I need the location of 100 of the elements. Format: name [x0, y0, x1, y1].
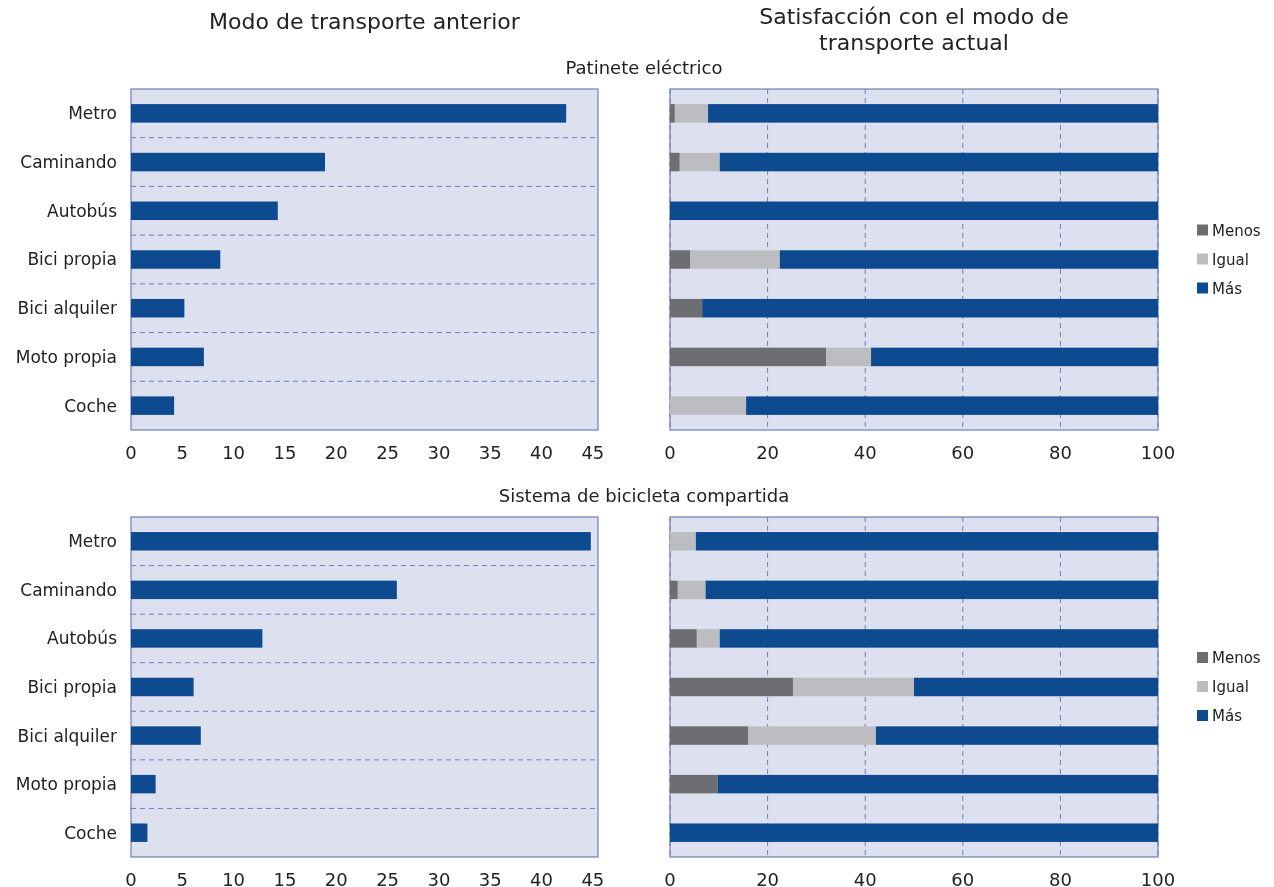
bar [670, 726, 749, 745]
x-tick-label: 25 [376, 442, 400, 463]
bar [875, 726, 1158, 745]
bar [717, 774, 1158, 794]
x-tick-label: 20 [756, 869, 780, 887]
bar [670, 347, 827, 367]
x-tick-label: 10 [222, 442, 246, 463]
text: Sistema de bicicleta compartida [498, 485, 790, 506]
bar [131, 298, 185, 318]
bar [131, 677, 194, 697]
legend-label: Menos [1212, 649, 1261, 668]
bar [670, 298, 703, 318]
bar [670, 823, 1158, 842]
bar [826, 347, 872, 367]
bar [131, 347, 204, 367]
x-tick-label: 60 [951, 442, 975, 463]
bar [696, 629, 720, 648]
y-tick-label: Metro [68, 531, 117, 552]
bar [670, 152, 680, 172]
bar [670, 677, 793, 697]
x-tick-label: 15 [273, 869, 297, 887]
x-tick-label: 30 [427, 869, 451, 887]
bar [670, 104, 675, 123]
x-tick-label: 80 [1048, 869, 1072, 887]
x-tick-label: 0 [125, 869, 137, 887]
bar [131, 104, 567, 123]
bar [746, 396, 1158, 415]
bar [871, 347, 1158, 367]
legend-label: Igual [1212, 678, 1249, 697]
x-tick-label: 100 [1140, 869, 1176, 887]
bar [679, 152, 720, 172]
bar [131, 629, 263, 648]
x-tick-label: 40 [853, 869, 877, 887]
x-tick-label: 60 [951, 869, 975, 887]
y-tick-label: Coche [64, 395, 117, 416]
bar [705, 580, 1158, 600]
x-tick-label: 0 [664, 869, 676, 887]
legend-label: Más [1212, 279, 1243, 298]
x-tick-label: 5 [176, 869, 189, 887]
bar [674, 104, 709, 123]
x-tick-label: 45 [581, 869, 605, 887]
x-tick-label: 40 [530, 869, 553, 887]
bar [131, 823, 148, 842]
y-tick-label: Moto propia [15, 774, 117, 795]
bar [670, 201, 1158, 221]
y-tick-label: Autobús [47, 200, 118, 221]
x-tick-label: 0 [664, 442, 676, 463]
y-tick-label: Moto propia [15, 346, 117, 367]
bar [690, 250, 780, 269]
bar [695, 532, 1158, 551]
x-tick-label: 0 [125, 442, 137, 463]
bar [779, 250, 1158, 269]
text: Patinete eléctrico [565, 57, 723, 78]
bar [748, 726, 876, 745]
chart-title: Satisfacción con el modo de transporte actual [759, 4, 1069, 55]
legend-label: Menos [1212, 221, 1261, 240]
bar [670, 580, 678, 600]
y-tick-label: Bici propia [27, 249, 117, 270]
bar [131, 726, 201, 745]
bar [677, 580, 706, 600]
bar [670, 250, 691, 269]
bar [131, 532, 591, 551]
y-tick-label: Caminando [20, 579, 117, 600]
bar [708, 104, 1158, 123]
y-tick-label: Autobús [47, 628, 118, 649]
x-tick-label: 35 [478, 869, 502, 887]
x-tick-label: 40 [853, 442, 877, 463]
x-tick-label: 15 [273, 442, 297, 463]
x-tick-label: 45 [581, 442, 605, 463]
x-tick-label: 10 [222, 869, 246, 887]
bar [719, 629, 1158, 648]
y-tick-label: Bici alquiler [17, 725, 117, 746]
x-tick-label: 35 [478, 442, 502, 463]
bar [131, 201, 278, 221]
chart-title: Modo de transporte anterior [209, 9, 521, 34]
x-tick-label: 30 [427, 442, 451, 463]
bar [702, 298, 1158, 318]
x-tick-label: 5 [176, 442, 189, 463]
bar [670, 629, 697, 648]
bar [719, 152, 1158, 172]
bar [131, 396, 175, 415]
x-tick-label: 100 [1140, 442, 1176, 463]
x-tick-label: 20 [756, 442, 780, 463]
bar [131, 580, 397, 600]
x-tick-label: 20 [324, 442, 348, 463]
bar [131, 152, 325, 172]
bar [670, 396, 747, 415]
y-tick-label: Caminando [20, 152, 117, 173]
y-tick-label: Bici alquiler [17, 298, 117, 319]
bar [670, 774, 718, 794]
bar [914, 677, 1158, 697]
x-tick-label: 20 [324, 869, 348, 887]
legend-label: Igual [1212, 250, 1249, 269]
bar [670, 532, 696, 551]
legend-label: Más [1212, 707, 1243, 726]
bar [131, 250, 221, 269]
y-tick-label: Bici propia [27, 676, 117, 697]
bar [131, 774, 156, 794]
x-tick-label: 25 [376, 869, 400, 887]
bar [792, 677, 914, 697]
